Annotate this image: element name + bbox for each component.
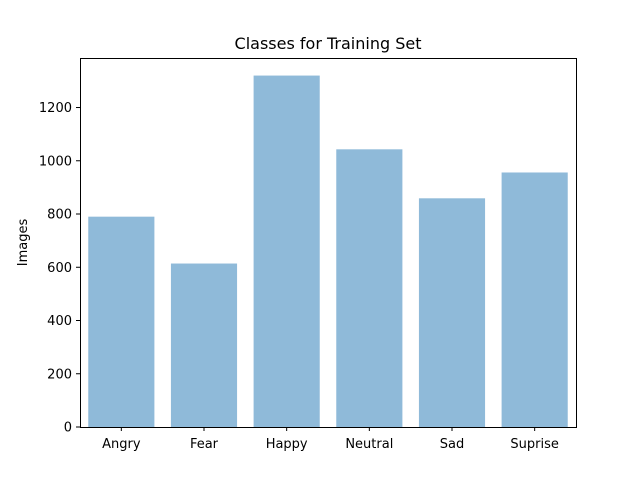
bars-layer <box>88 75 568 428</box>
ticks-layer: Angry Fear Happy Neutral Sad Suprise 0 200 400 60… <box>39 101 559 452</box>
plot-frame <box>80 58 577 428</box>
y-tick-label: 200 <box>47 367 72 382</box>
x-tick-label: Neutral <box>345 437 393 452</box>
y-tick-label: 600 <box>47 261 72 276</box>
y-tick-label: 800 <box>47 208 72 223</box>
y-tick-label: 1000 <box>39 154 72 169</box>
bar-sad <box>418 198 486 427</box>
y-tick-label: 1200 <box>39 101 72 116</box>
y-tick-label: 400 <box>47 314 72 329</box>
bar-happy <box>253 75 320 428</box>
y-axis-label: Images <box>16 219 31 267</box>
y-tick-label: 0 <box>64 421 72 436</box>
bar-neutral <box>336 149 403 427</box>
x-tick-label: Suprise <box>510 437 558 452</box>
x-tick-label: Fear <box>190 437 219 452</box>
x-tick-label: Happy <box>266 437 308 452</box>
chart-title: Classes for Training Set <box>235 34 422 53</box>
bar-angry <box>88 216 155 427</box>
bar-fear <box>170 263 238 427</box>
x-tick-label: Angry <box>102 437 141 452</box>
x-tick-label: Sad <box>440 437 464 452</box>
bar-suprise <box>501 172 568 427</box>
